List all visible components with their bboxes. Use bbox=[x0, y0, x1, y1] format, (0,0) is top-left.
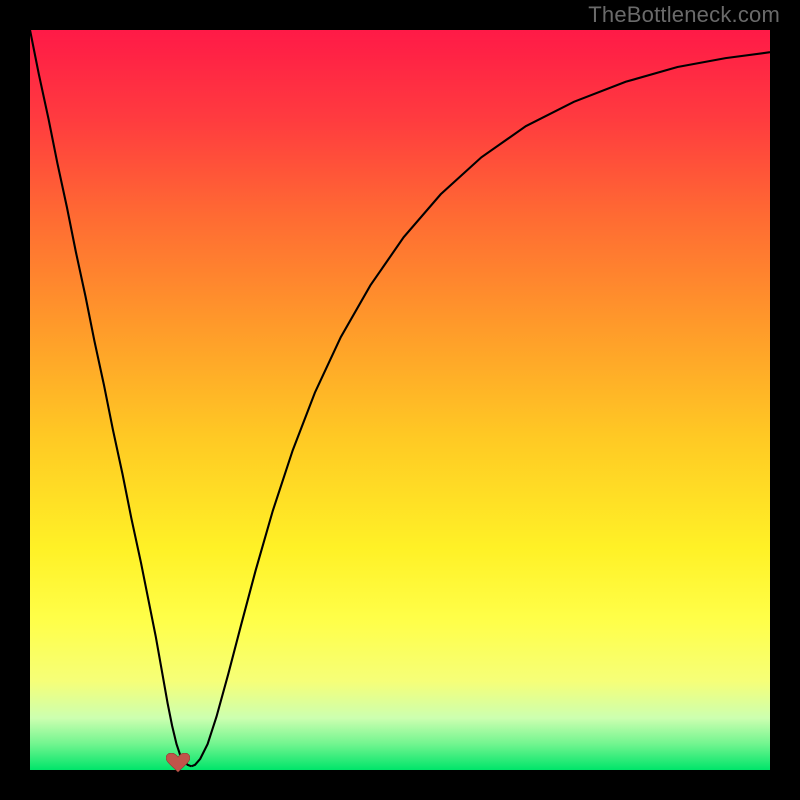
curve-layer bbox=[30, 30, 770, 770]
heart-marker bbox=[166, 753, 190, 773]
curve-right bbox=[191, 52, 770, 766]
watermark-text: TheBottleneck.com bbox=[588, 2, 780, 28]
plot-area bbox=[30, 30, 770, 770]
curve-left bbox=[30, 30, 191, 766]
chart-container: TheBottleneck.com bbox=[0, 0, 800, 800]
